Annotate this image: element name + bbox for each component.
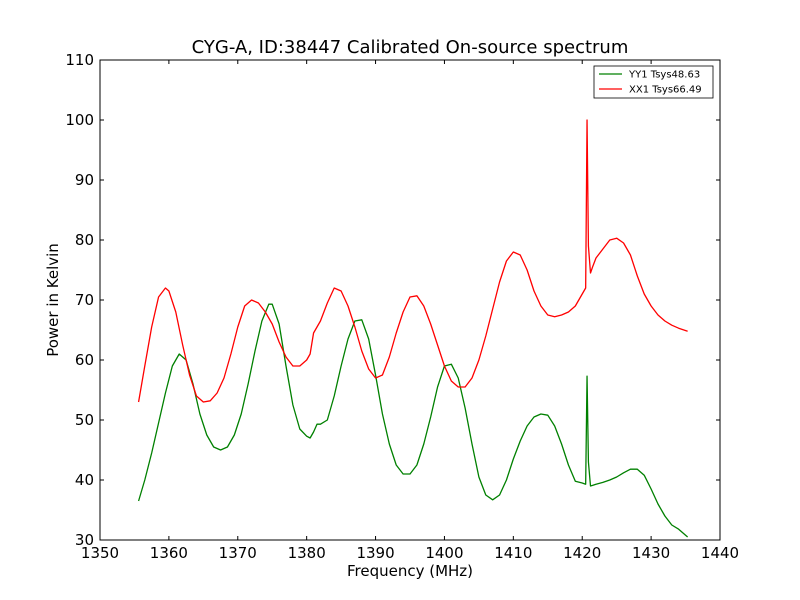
legend-box (593, 65, 714, 99)
x-tick-label: 1400 (425, 544, 463, 562)
legend-label-xx1: XX1 Tsys66.49 (629, 85, 702, 96)
y-tick-label: 100 (65, 111, 94, 129)
y-tick-label: 50 (75, 411, 94, 429)
x-tick-label: 1440 (701, 544, 739, 562)
y-tick-label: 80 (75, 231, 94, 249)
y-tick-label: 70 (75, 291, 94, 309)
legend-label-yy1: YY1 Tsys48.63 (628, 70, 700, 81)
chart-title: CYG-A, ID:38447 Calibrated On-source spe… (192, 37, 629, 58)
x-tick-label: 1410 (494, 544, 532, 562)
plot-area (99, 59, 721, 541)
series-line-xx1 (137, 119, 688, 403)
y-tick-label: 40 (75, 471, 94, 489)
y-axis-label: Power in Kelvin (44, 243, 62, 357)
y-tick-label: 90 (75, 171, 94, 189)
x-tick-label: 1350 (81, 544, 119, 562)
y-tick-label: 60 (75, 351, 94, 369)
x-tick-label: 1420 (563, 544, 601, 562)
x-tick-label: 1390 (356, 544, 394, 562)
x-tick-label: 1370 (219, 544, 257, 562)
y-tick-label: 30 (75, 531, 94, 549)
x-tick-label: 1380 (288, 544, 326, 562)
x-tick-label: 1360 (150, 544, 188, 562)
series-line-yy1 (137, 303, 689, 538)
legend: YY1 Tsys48.63 XX1 Tsys66.49 (593, 65, 714, 99)
x-tick-label: 1430 (632, 544, 670, 562)
y-tick-label: 110 (65, 51, 94, 69)
x-axis-label: Frequency (MHz) (347, 562, 473, 580)
plot-frame (99, 59, 721, 541)
